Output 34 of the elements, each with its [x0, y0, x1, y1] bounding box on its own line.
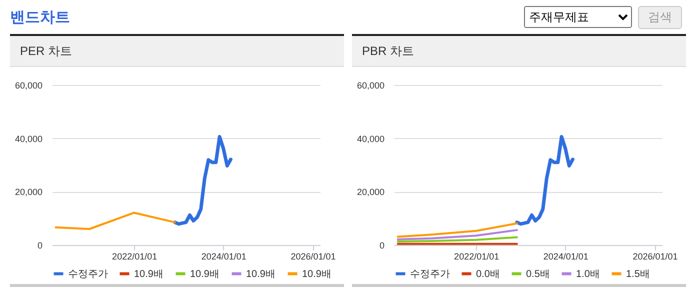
x-tick-label: 2022/01/01 — [454, 252, 500, 262]
y-tick-label: 60,000 — [356, 80, 384, 90]
x-tick-label: 2024/01/01 — [543, 252, 588, 262]
x-tick-label: 2022/01/01 — [112, 252, 158, 262]
y-tick-label: 40,000 — [356, 134, 384, 144]
search-button: 검색 — [638, 6, 682, 29]
line-series — [54, 212, 176, 230]
line-series — [396, 229, 518, 240]
dropdown: 주재무제표 — [524, 6, 632, 28]
legend-label: 10.9배 — [246, 268, 276, 280]
y-tick-label: 20,000 — [14, 187, 42, 198]
legend-label: 수정주가 — [410, 268, 450, 280]
y-tick-label: 20,000 — [356, 187, 384, 198]
legend-label: 1.5배 — [626, 268, 650, 280]
chart-title: PER 차트 — [10, 36, 344, 67]
y-tick-label: 0 — [379, 240, 384, 250]
line-series — [396, 222, 518, 238]
y-tick-label: 60,000 — [14, 80, 42, 90]
x-tick-label: 2026/01/01 — [290, 252, 336, 262]
x-tick-label: 2024/01/01 — [201, 252, 246, 262]
legend-label: 수정주가 — [68, 268, 108, 280]
legend-label: 0.0배 — [476, 268, 500, 280]
legend-label: 1.0배 — [576, 268, 600, 280]
x-tick-label: 2026/01/01 — [632, 252, 678, 262]
legend-label: 10.9배 — [134, 268, 164, 280]
y-tick-label: 40,000 — [14, 134, 42, 144]
legend-label: 0.5배 — [526, 268, 550, 280]
text: 밴드차트 — [10, 8, 70, 27]
line-series — [515, 134, 574, 226]
chart-title: PBR 차트 — [352, 36, 686, 67]
legend-label: 10.9배 — [302, 268, 332, 280]
y-tick-label: 0 — [37, 240, 42, 250]
line-series — [173, 134, 232, 226]
legend-label: 10.9배 — [190, 268, 220, 280]
